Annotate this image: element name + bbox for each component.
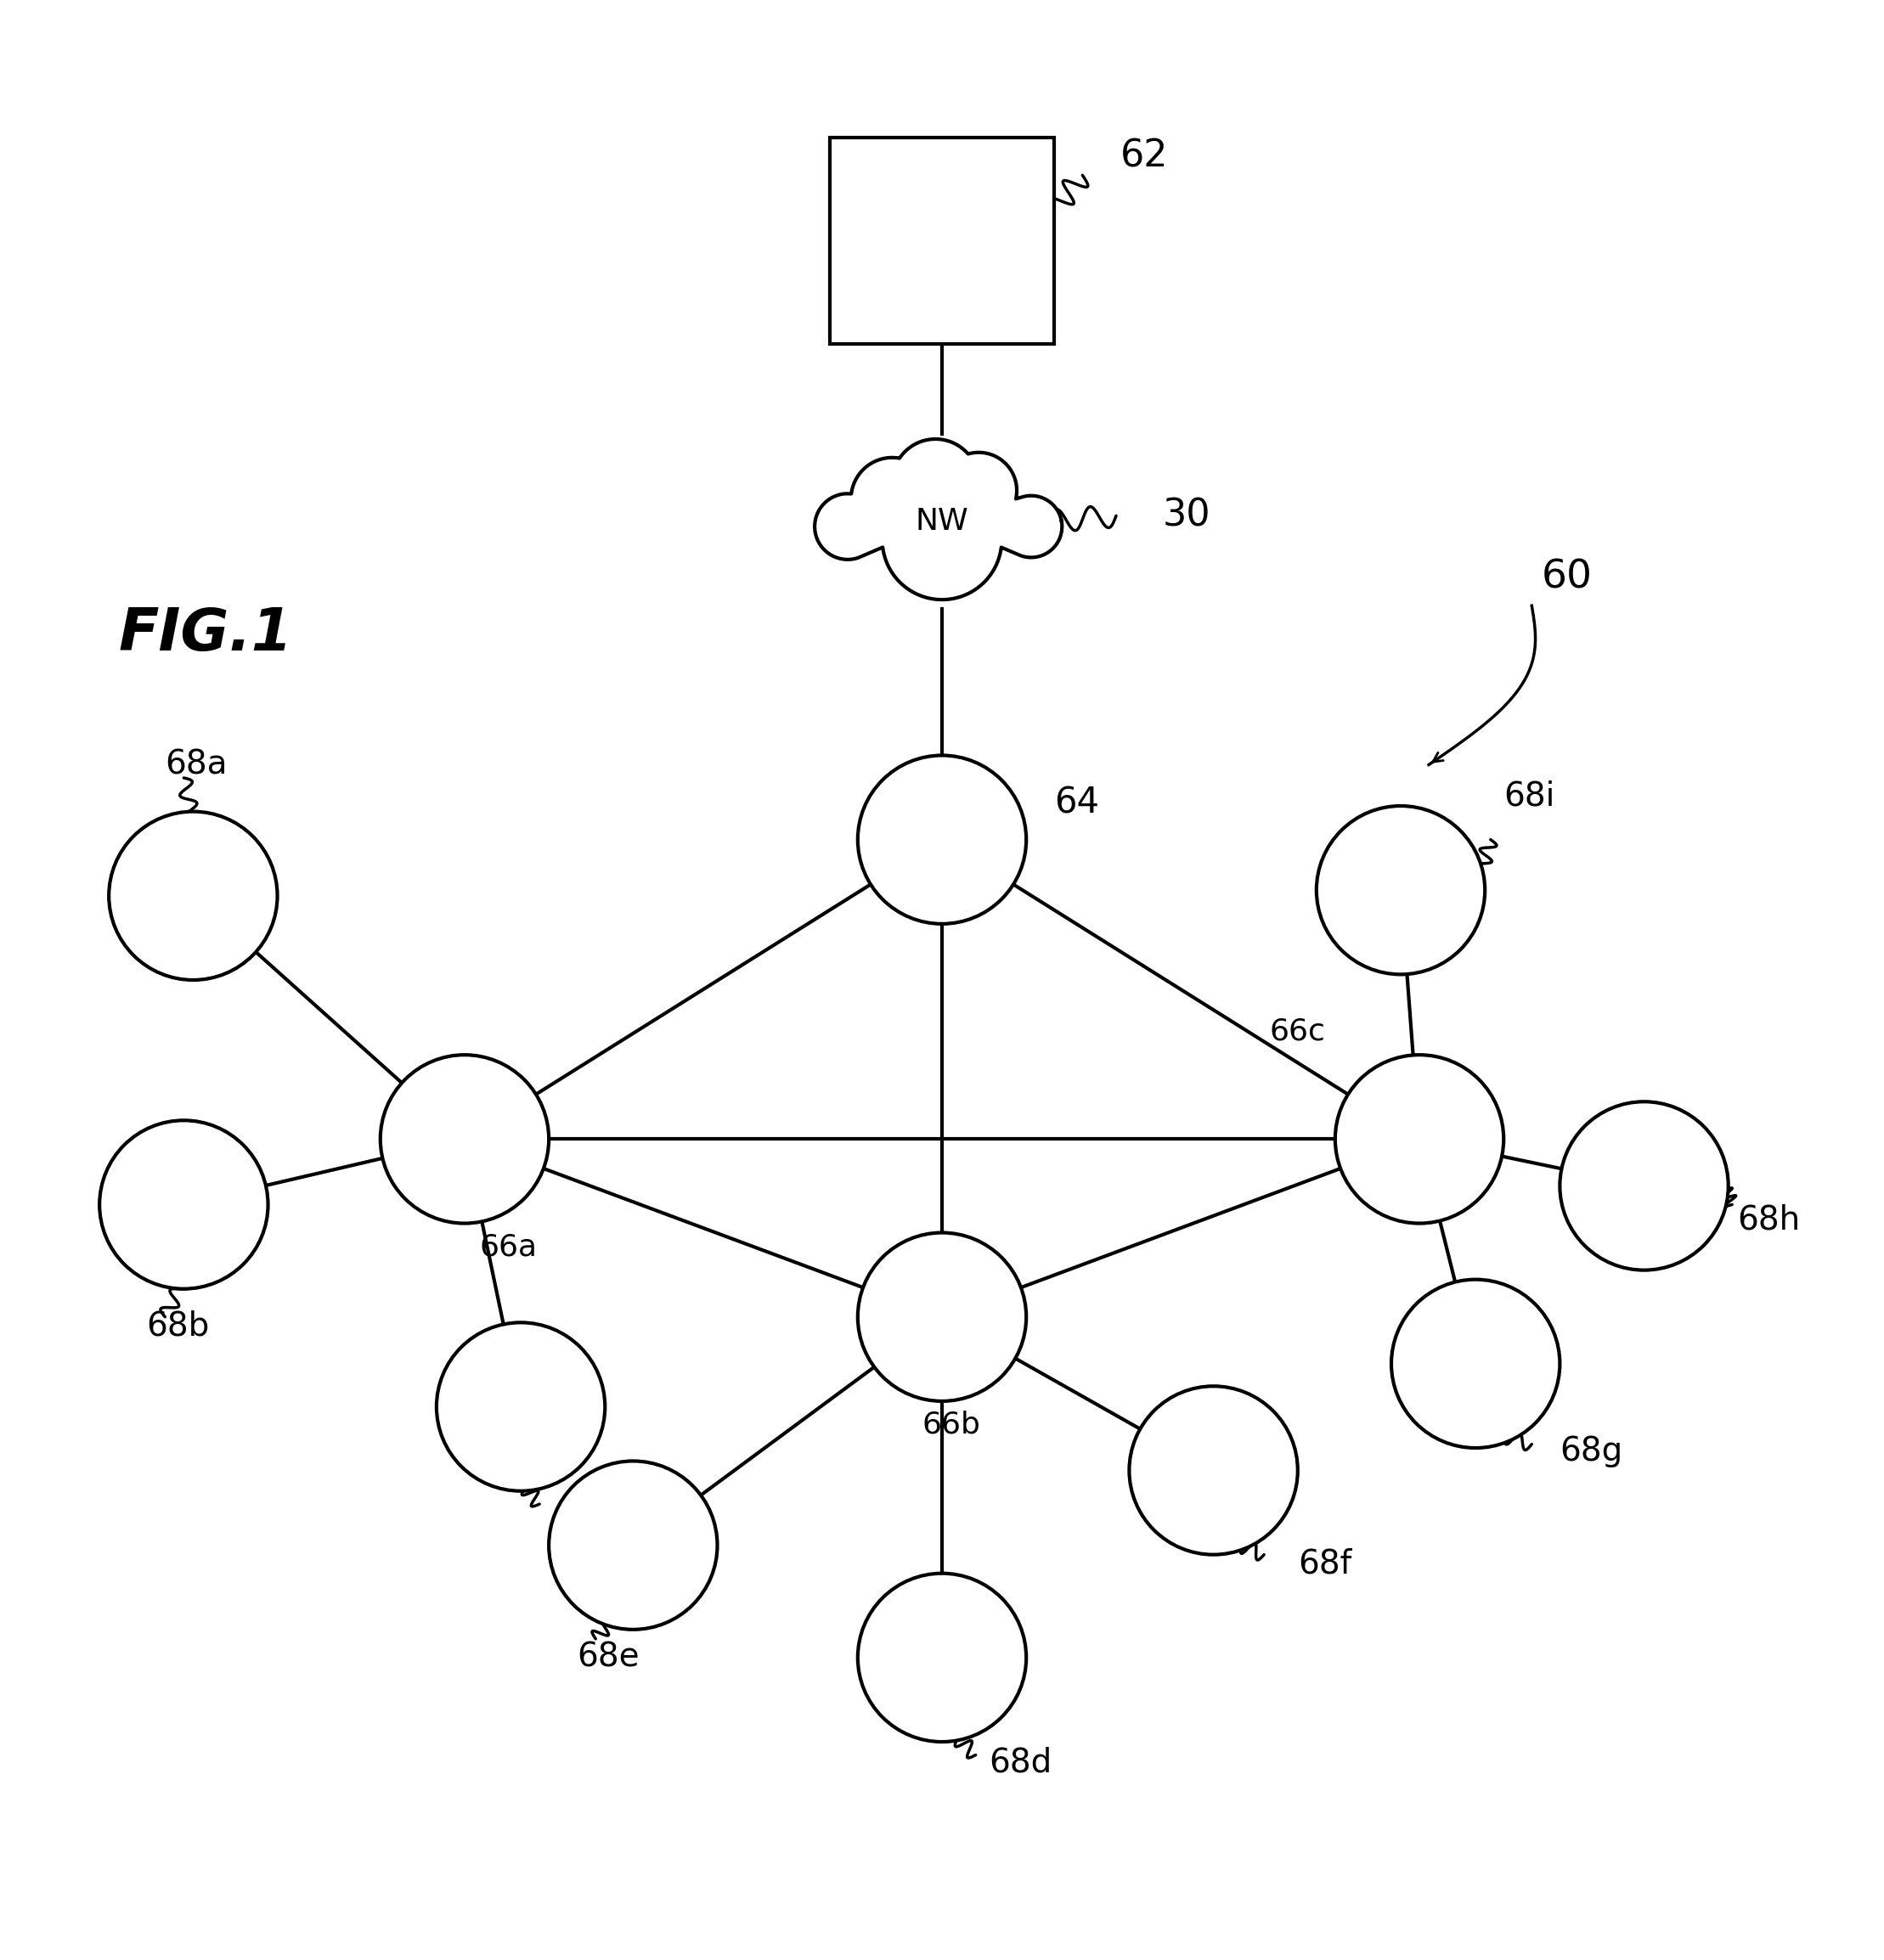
Text: 68c: 68c [558, 1497, 618, 1529]
Circle shape [1560, 1102, 1728, 1270]
Text: 62: 62 [1119, 137, 1168, 174]
Circle shape [381, 1054, 548, 1223]
Text: 66c: 66c [1270, 1017, 1326, 1045]
Text: FIG.1: FIG.1 [119, 606, 292, 662]
Text: 68f: 68f [1298, 1548, 1351, 1580]
Text: 68b: 68b [147, 1309, 209, 1343]
Text: 68i: 68i [1503, 780, 1554, 813]
Circle shape [1129, 1386, 1298, 1554]
Circle shape [857, 1574, 1027, 1742]
Circle shape [100, 1121, 268, 1290]
Text: 66b: 66b [921, 1411, 980, 1439]
Text: 68a: 68a [166, 749, 228, 780]
Text: 64: 64 [1055, 786, 1100, 821]
Circle shape [1317, 806, 1485, 974]
Polygon shape [814, 439, 1063, 600]
Circle shape [437, 1323, 605, 1492]
Circle shape [1336, 1054, 1503, 1223]
Circle shape [857, 1233, 1027, 1401]
Circle shape [1390, 1280, 1560, 1448]
Text: 66a: 66a [480, 1233, 537, 1262]
Text: NW: NW [916, 508, 968, 535]
Circle shape [548, 1460, 718, 1629]
Text: 30: 30 [1162, 498, 1211, 533]
Text: 60: 60 [1541, 559, 1592, 596]
Text: 68h: 68h [1737, 1203, 1801, 1235]
Text: 68g: 68g [1560, 1435, 1622, 1468]
Text: 68e: 68e [577, 1641, 639, 1674]
Text: 68d: 68d [989, 1746, 1051, 1778]
Circle shape [857, 755, 1027, 923]
Bar [829, 137, 1055, 343]
Circle shape [109, 811, 277, 980]
